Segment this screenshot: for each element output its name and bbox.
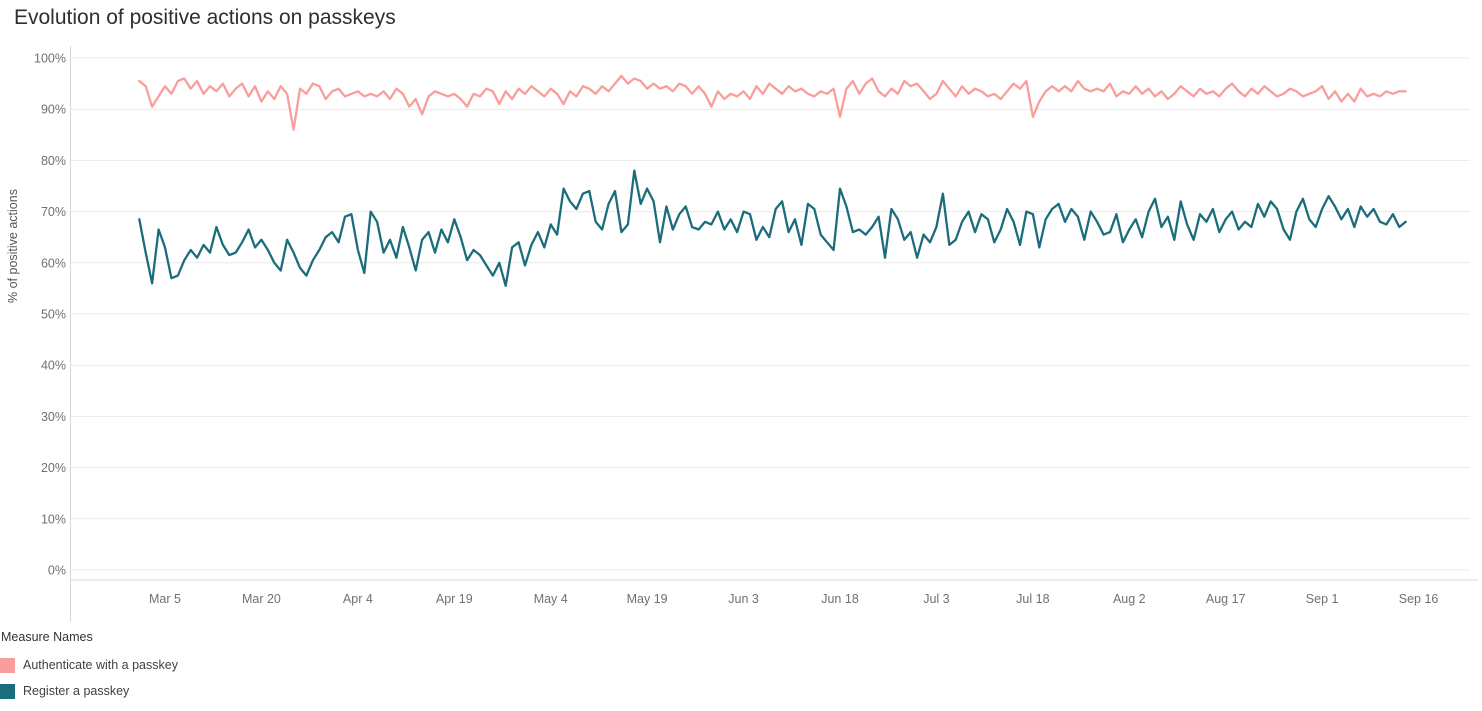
y-axis-tick-label: 0% xyxy=(48,564,66,578)
x-axis-tick-label: Sep 16 xyxy=(1399,592,1439,606)
y-axis-tick-label: 100% xyxy=(34,52,66,66)
series-line-register[interactable] xyxy=(138,169,1407,287)
x-axis-tick-label: Apr 19 xyxy=(436,592,473,606)
x-axis-tick-label: Mar 20 xyxy=(242,592,281,606)
y-axis-tick-label: 70% xyxy=(41,205,66,219)
x-axis-tick-label: Jul 3 xyxy=(923,592,949,606)
y-axis-tick-label: 20% xyxy=(41,461,66,475)
x-axis-tick-label: May 19 xyxy=(627,592,668,606)
x-axis-tick-label: Aug 17 xyxy=(1206,592,1246,606)
chart-title: Evolution of positive actions on passkey… xyxy=(14,6,396,29)
legend: Measure Names Authenticate with a passke… xyxy=(0,630,178,704)
x-axis-tick-label: Sep 1 xyxy=(1306,592,1339,606)
x-axis-tick-label: May 4 xyxy=(534,592,568,606)
y-axis-tick-label: 10% xyxy=(41,512,66,526)
chart-canvas[interactable]: 0% 10% 20% 30% 40% 50% 60% 70% 80% 90% 100% Mar 5 Ma… xyxy=(0,36,1482,636)
y-axis-tick-label: 60% xyxy=(41,256,66,270)
legend-item-register[interactable]: Register a passkey xyxy=(0,678,178,704)
y-axis-title: % of positive actions xyxy=(6,189,20,303)
x-axis-tick-label: Jun 3 xyxy=(728,592,759,606)
legend-title: Measure Names xyxy=(1,630,93,644)
legend-label-register: Register a passkey xyxy=(23,684,130,698)
x-axis-tick-label: Apr 4 xyxy=(343,592,373,606)
y-axis-tick-label: 30% xyxy=(41,410,66,424)
legend-item-authenticate[interactable]: Authenticate with a passkey xyxy=(0,652,178,678)
legend-swatch-register[interactable] xyxy=(0,683,15,699)
x-axis-tick-label: Aug 2 xyxy=(1113,592,1146,606)
y-axis-tick-label: 50% xyxy=(41,308,66,322)
x-axis-tick-label: Jun 18 xyxy=(821,592,859,606)
series-line-authenticate[interactable] xyxy=(138,74,1407,131)
legend-swatch-authenticate[interactable] xyxy=(0,657,15,673)
x-axis-tick-label: Jul 18 xyxy=(1016,592,1049,606)
y-axis-tick-label: 80% xyxy=(41,154,66,168)
y-axis-tick-label: 40% xyxy=(41,359,66,373)
x-axis-tick-label: Mar 5 xyxy=(149,592,181,606)
y-axis-tick-label: 90% xyxy=(41,103,66,117)
legend-label-authenticate: Authenticate with a passkey xyxy=(23,658,178,672)
